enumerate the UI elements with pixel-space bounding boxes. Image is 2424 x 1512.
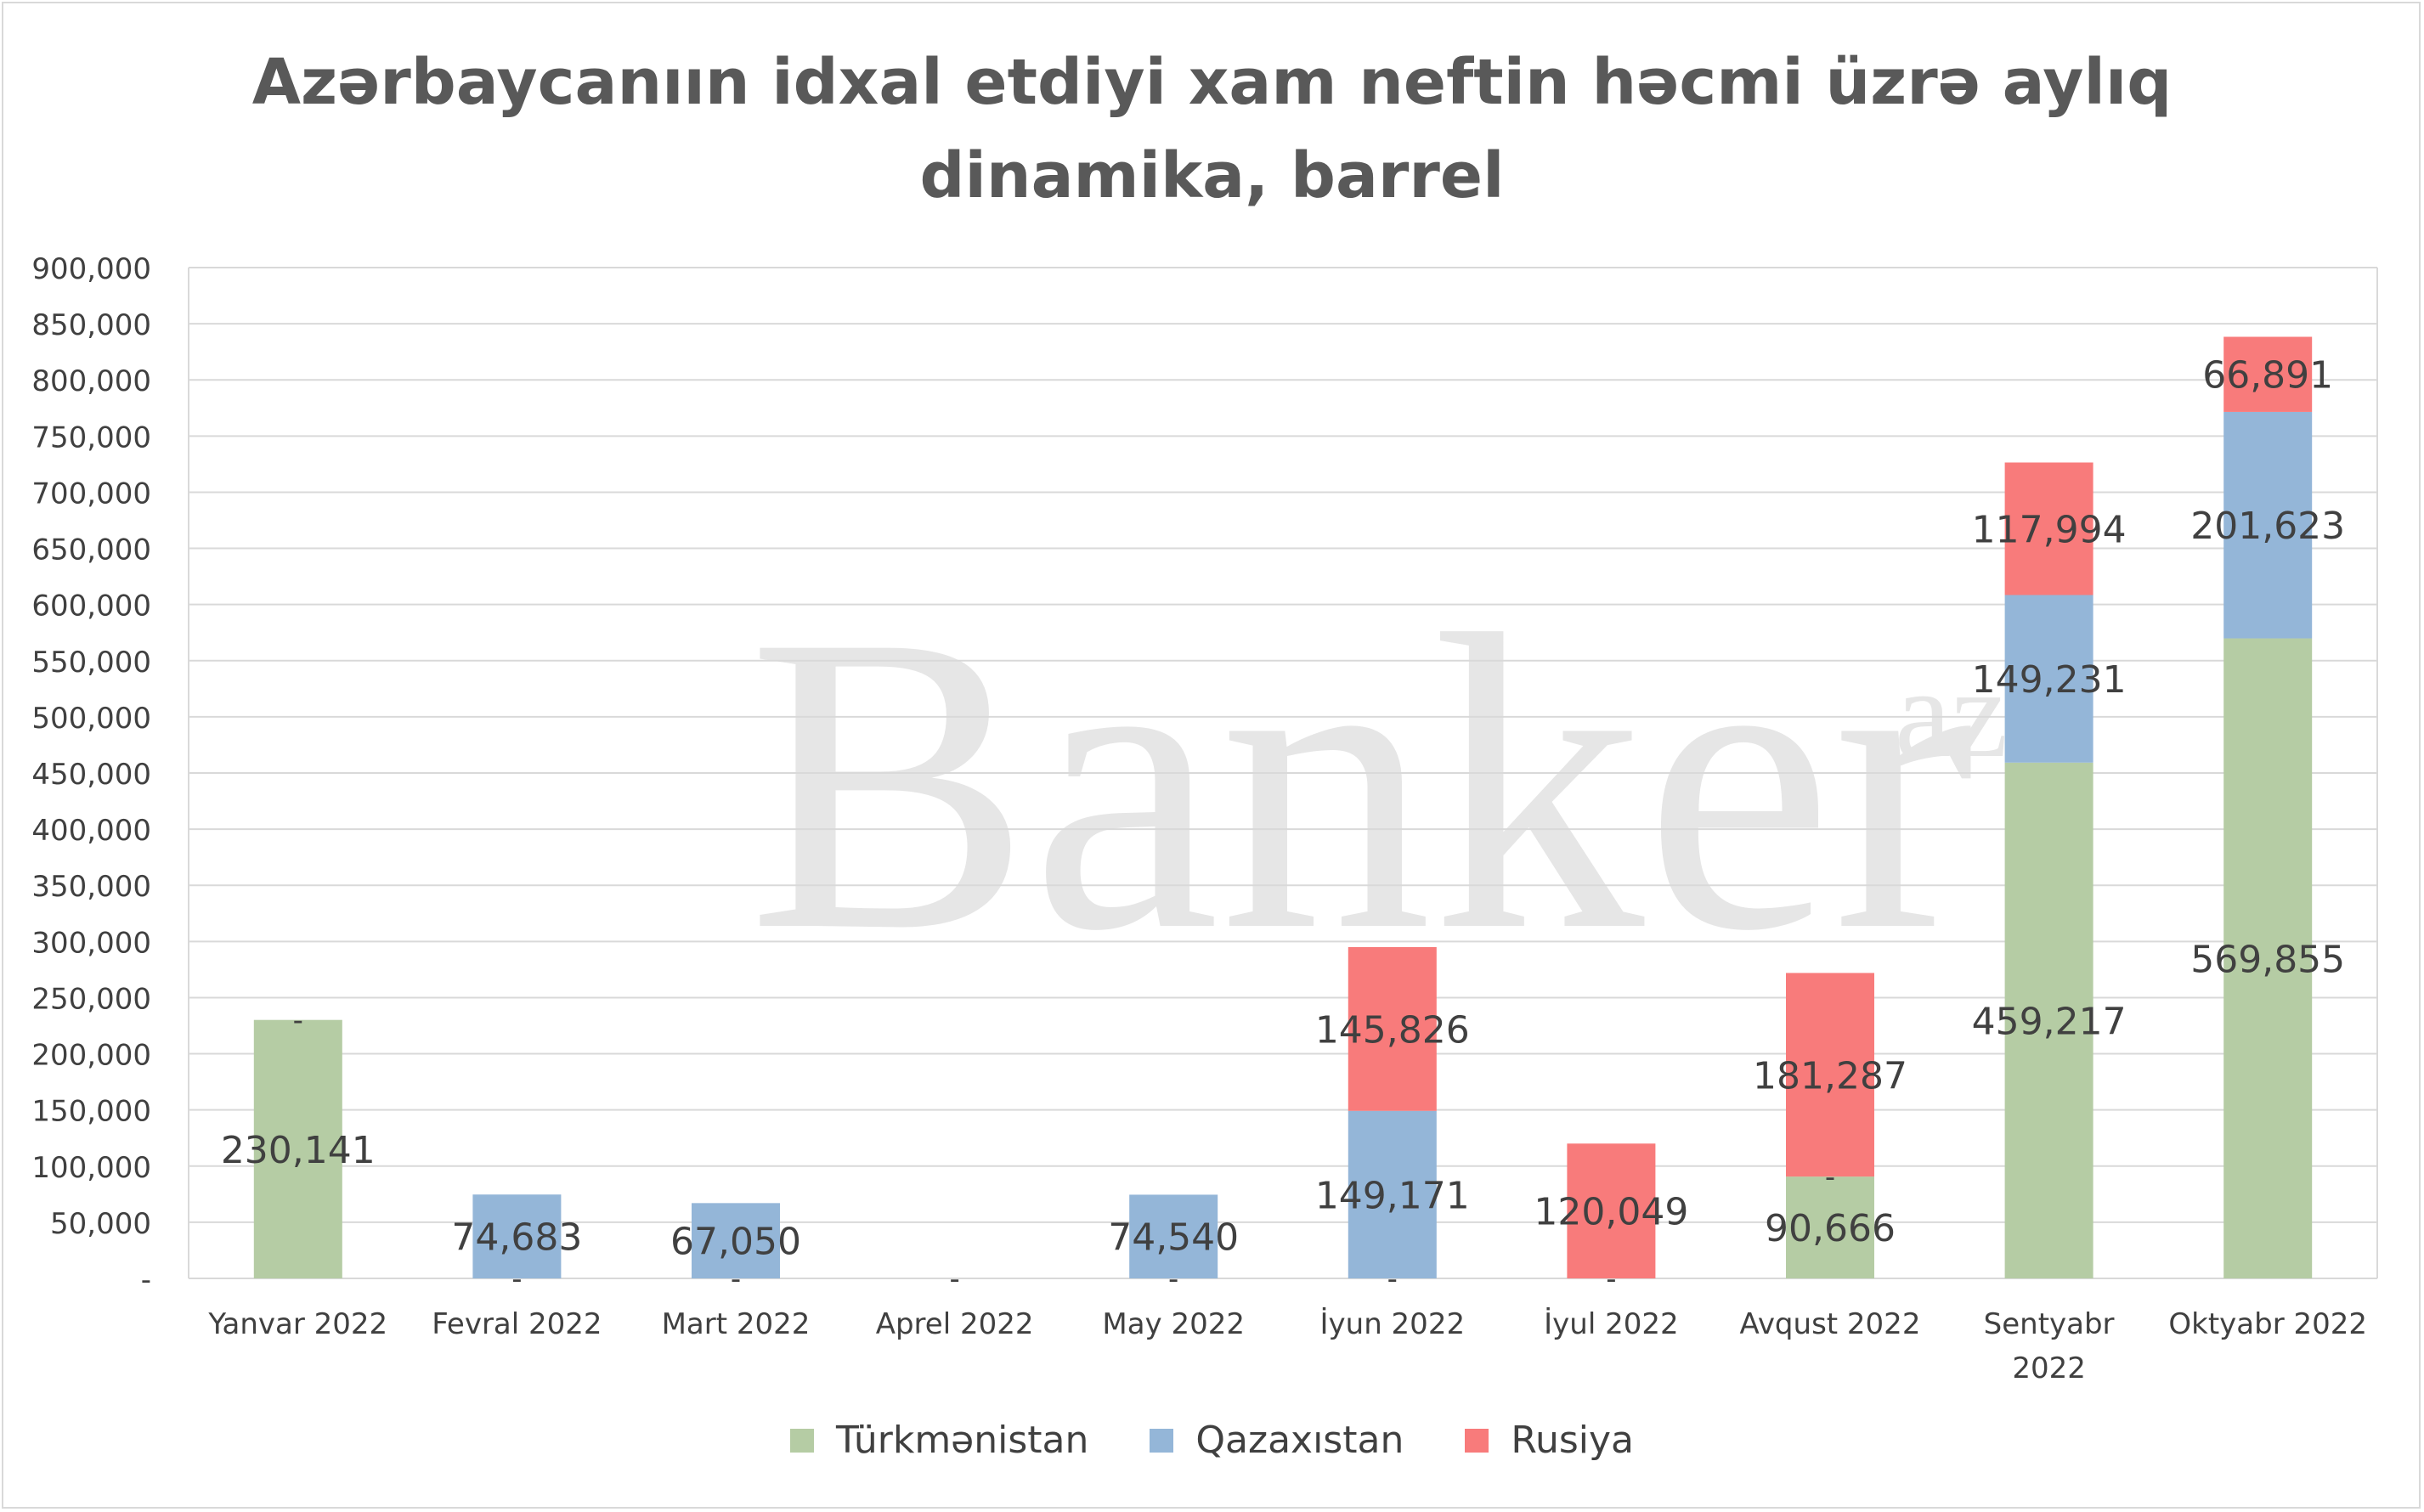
y-tick-label: 250,000 [31, 982, 151, 1016]
data-label: 117,994 [1972, 508, 2127, 551]
legend-swatch [790, 1428, 815, 1453]
y-tick-label: 900,000 [31, 252, 151, 286]
bars [253, 336, 2313, 1278]
data-label: 66,891 [2202, 354, 2333, 398]
chart-title: Azərbaycanıın idxal etdiyi xam neftin hə… [0, 36, 2424, 223]
chart-title-line-1: Azərbaycanıın idxal etdiyi xam neftin hə… [251, 46, 2173, 119]
x-tick-label: Oktyabr 2022 [2168, 1307, 2367, 1341]
y-tick-label: 550,000 [31, 646, 151, 680]
data-label: - [949, 1262, 959, 1296]
watermark-text: Banker [748, 548, 1975, 1018]
y-tick-label: 700,000 [31, 477, 151, 511]
data-label: - [1168, 1262, 1178, 1296]
legend-swatch [1150, 1428, 1174, 1453]
bar-segment [1348, 946, 1437, 1111]
data-label: 230,141 [221, 1129, 376, 1172]
data-labels: 230,141--74,683-67,050- -74,540-149,17114… [221, 354, 2345, 1296]
legend-item: Türkmənistan [790, 1419, 1088, 1462]
bar-segment [1786, 973, 1874, 1177]
bar-segment [2223, 411, 2313, 639]
x-tick-label: İyun 2022 [1320, 1307, 1466, 1341]
data-label: 74,540 [1108, 1216, 1239, 1260]
x-tick-label: May 2022 [1102, 1307, 1245, 1341]
legend-label: Türkmənistan [836, 1419, 1089, 1462]
data-label: 569,855 [2190, 938, 2345, 981]
data-label: 181,287 [1753, 1054, 1907, 1097]
y-tick-label: - [141, 1263, 151, 1297]
y-tick-label: 150,000 [31, 1095, 151, 1129]
bar-segment [253, 1019, 342, 1278]
data-label: 149,231 [1972, 658, 2127, 702]
bar-segment [2223, 638, 2313, 1278]
data-label: 149,171 [1315, 1174, 1470, 1217]
legend-label: Qazaxıstan [1195, 1419, 1404, 1462]
watermark-suffix: az [1895, 643, 2008, 784]
data-label: - [511, 1262, 522, 1296]
y-tick-label: 50,000 [50, 1207, 151, 1241]
data-label: 459,217 [1972, 1000, 2127, 1043]
legend: Türkmənistan Qazaxıstan Rusiya [0, 1419, 2424, 1462]
data-label: 145,826 [1315, 1008, 1470, 1052]
y-tick-label: 200,000 [31, 1039, 151, 1073]
y-tick-label: 750,000 [31, 420, 151, 454]
data-label: 90,666 [1765, 1207, 1896, 1250]
y-tick-label: 500,000 [31, 702, 151, 736]
data-label: - [1825, 1160, 1835, 1194]
x-tick-label: Sentyabr [1984, 1307, 2115, 1341]
bar-segment [2223, 336, 2313, 412]
data-label: 74,683 [451, 1216, 582, 1260]
y-tick-label: 450,000 [31, 758, 151, 792]
legend-item: Rusiya [1465, 1419, 1634, 1462]
x-tick-label: Fevral 2022 [432, 1307, 602, 1341]
y-axis: - 50,000 100,000 150,000 200,000 250,000 300,0… [31, 252, 151, 1297]
data-label: 67,050 [670, 1221, 801, 1264]
x-tick-label: Avqust 2022 [1740, 1307, 1921, 1341]
y-tick-label: 600,000 [31, 590, 151, 623]
bar-segment [2004, 762, 2093, 1278]
x-tick-label: Mart 2022 [662, 1307, 811, 1341]
bar-segment [1567, 1143, 1656, 1278]
data-label: - [1387, 1262, 1398, 1296]
bar-segment [1786, 1176, 1874, 1278]
bar-segment [2004, 595, 2093, 763]
bar-segment [1348, 1110, 1437, 1278]
x-tick-label: 2022 [2012, 1351, 2086, 1385]
legend-swatch [1465, 1428, 1489, 1453]
bar-segment [472, 1194, 562, 1278]
watermark: Banker az [748, 548, 2008, 1018]
bar-segment [1129, 1194, 1218, 1278]
y-tick-label: 350,000 [31, 870, 151, 904]
data-label: - [1606, 1262, 1616, 1296]
y-tick-label: 300,000 [31, 926, 151, 960]
x-tick-label: Aprel 2022 [876, 1307, 1034, 1341]
data-label: 120,049 [1534, 1191, 1688, 1234]
bar-segment [2004, 462, 2093, 595]
bar-segment [692, 1203, 780, 1278]
chart-title-line-2: dinamika, barrel [919, 139, 1505, 212]
y-tick-label: 100,000 [31, 1151, 151, 1185]
y-tick-label: 650,000 [31, 533, 151, 567]
legend-label: Rusiya [1511, 1419, 1634, 1462]
y-tick-label: 850,000 [31, 308, 151, 342]
data-label: 201,623 [2190, 505, 2345, 548]
y-tick-label: 400,000 [31, 814, 151, 848]
legend-item: Qazaxıstan [1150, 1419, 1404, 1462]
x-axis: Yanvar 2022 Fevral 2022 Mart 2022 Aprel 202… [207, 1307, 2367, 1385]
data-label: - [293, 1004, 303, 1038]
y-tick-label: 800,000 [31, 364, 151, 398]
x-tick-label: İyul 2022 [1544, 1307, 1678, 1341]
data-label: - [731, 1262, 741, 1296]
x-tick-label: Yanvar 2022 [207, 1307, 387, 1341]
